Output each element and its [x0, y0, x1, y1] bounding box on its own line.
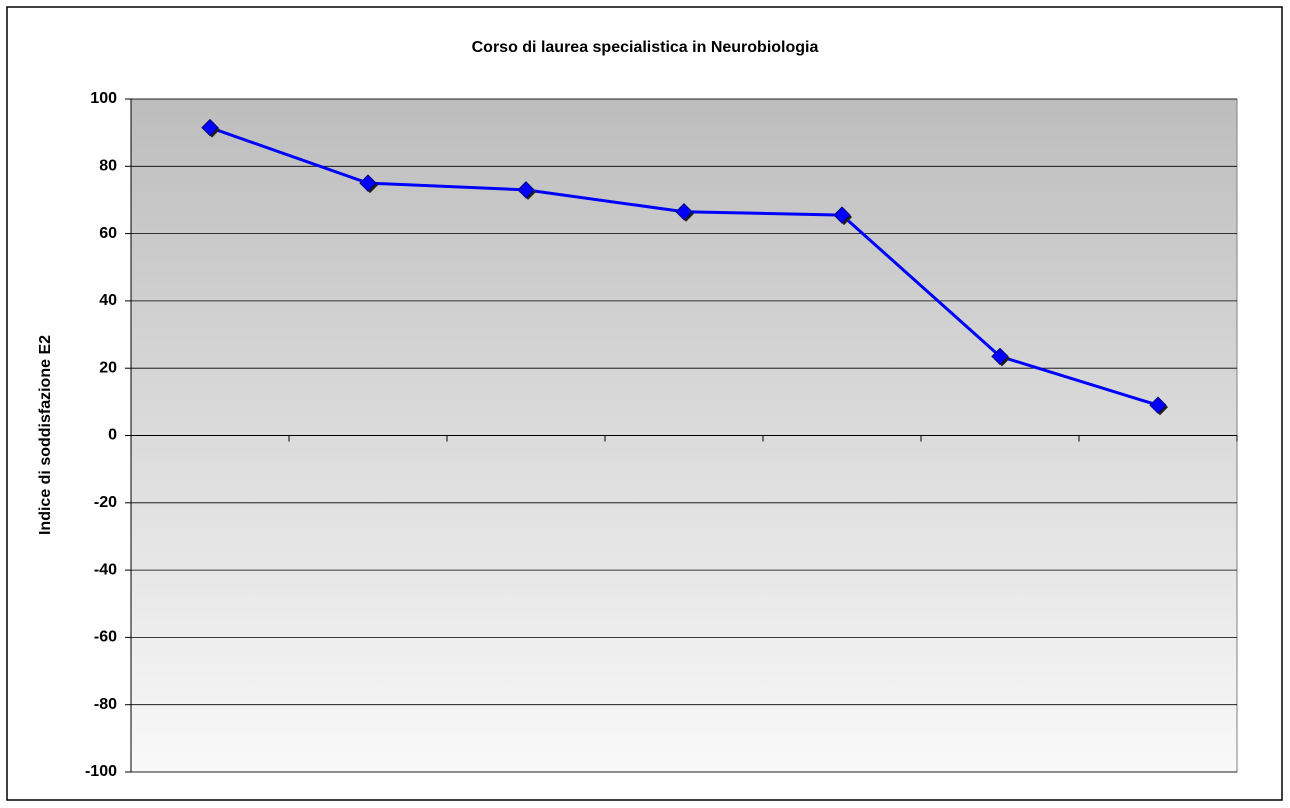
- marker: [675, 203, 693, 221]
- y-tick-label: -100: [85, 763, 117, 780]
- y-tick-label: -40: [94, 561, 117, 578]
- marker: [1149, 396, 1167, 414]
- chart-title: Corso di laurea specialistica in Neurobi…: [472, 39, 819, 56]
- y-tick-label: 60: [99, 225, 117, 242]
- y-tick-label: 40: [99, 292, 117, 309]
- marker: [359, 174, 377, 192]
- marker: [991, 347, 1009, 366]
- y-tick-label: -20: [94, 494, 117, 511]
- y-axis-label: Indice di soddisfazione E2: [37, 335, 54, 535]
- y-tick-label: -80: [94, 696, 117, 713]
- marker: [201, 118, 219, 137]
- y-tick-label: -60: [94, 629, 117, 646]
- y-tick-label: 20: [99, 359, 117, 376]
- marker: [517, 181, 535, 199]
- marker: [833, 206, 851, 224]
- y-tick-label: 100: [90, 90, 117, 107]
- y-tick-label: 80: [99, 158, 117, 175]
- y-tick-label: 0: [108, 427, 117, 444]
